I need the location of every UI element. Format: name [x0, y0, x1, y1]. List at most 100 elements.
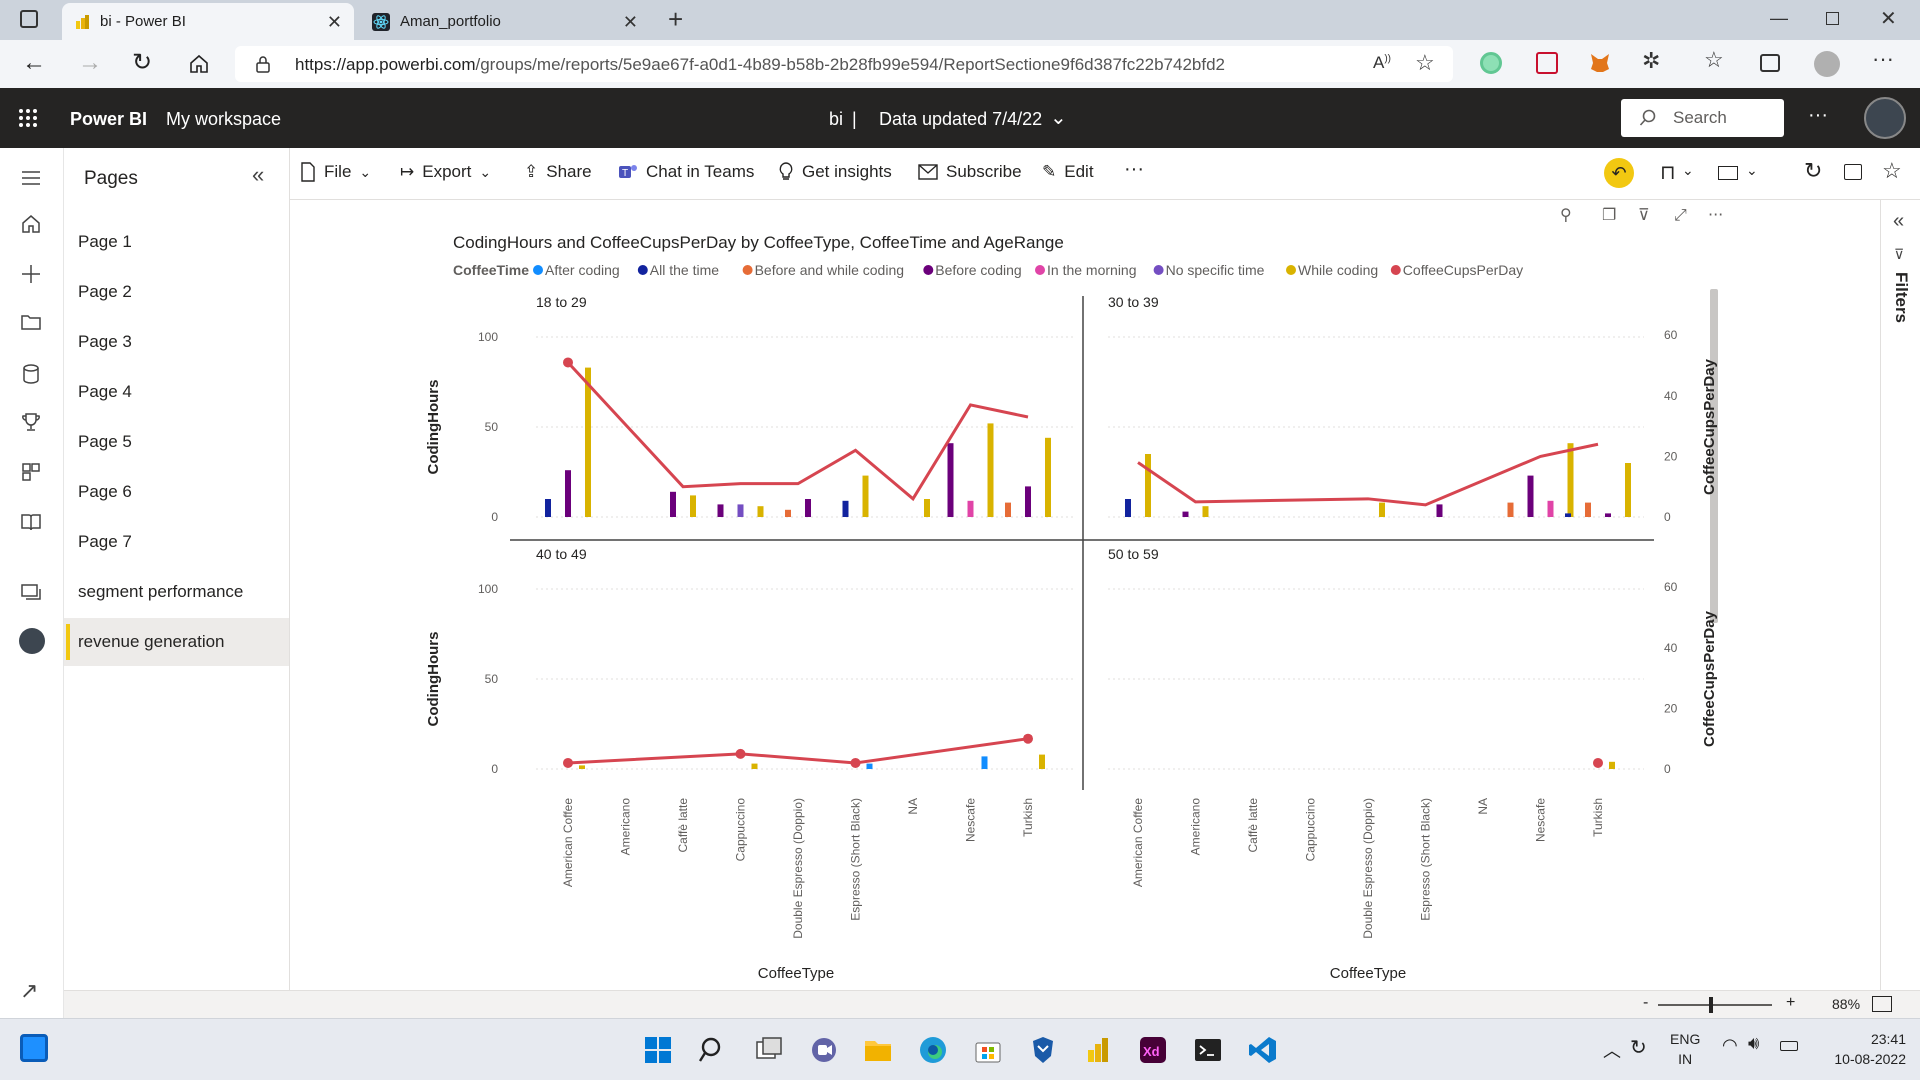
url-field[interactable]: https://app.powerbi.com/groups/me/report…	[235, 46, 1453, 82]
zoom-out-button[interactable]: -	[1643, 994, 1649, 1011]
extension-mcafee-icon[interactable]	[1536, 52, 1558, 74]
get-insights-button[interactable]: Get insights	[778, 162, 892, 182]
refresh-visuals-icon[interactable]: ↻	[1804, 158, 1823, 183]
tab-actions-icon[interactable]	[20, 10, 38, 28]
chevron-down-icon[interactable]: ⌄	[1682, 162, 1694, 178]
edit-button[interactable]: ✎ Edit	[1042, 162, 1094, 182]
close-tab-icon[interactable]: ✕	[622, 12, 638, 32]
zoom-slider[interactable]	[1658, 1004, 1772, 1006]
workspace-avatar[interactable]	[19, 628, 45, 654]
adobe-xd-icon[interactable]: Xd	[1137, 1034, 1169, 1066]
data-updated-label[interactable]: Data updated 7/4/22	[879, 109, 1043, 129]
battery-icon[interactable]	[1780, 1041, 1798, 1051]
file-explorer-icon[interactable]	[862, 1034, 894, 1066]
task-view-icon[interactable]	[753, 1034, 785, 1066]
collapse-pages-icon[interactable]: «	[252, 162, 265, 187]
refresh-icon[interactable]: ↻	[132, 49, 153, 76]
page-item-active[interactable]: revenue generation	[64, 618, 289, 666]
expand-filters-icon[interactable]: «	[1893, 210, 1905, 232]
forward-icon[interactable]: →	[78, 49, 102, 76]
apps-icon[interactable]	[19, 460, 43, 484]
app-launcher-icon[interactable]	[18, 108, 38, 128]
file-menu-button[interactable]: File ⌄	[300, 162, 371, 182]
view-icon[interactable]	[1718, 166, 1738, 180]
back-icon[interactable]: ←	[22, 49, 46, 76]
focus-mode-icon[interactable]: ⤢	[1674, 205, 1687, 224]
add-favorite-icon[interactable]: ☆	[1415, 50, 1435, 75]
export-menu-button[interactable]: ↦ Export ⌄	[400, 162, 491, 182]
page-item[interactable]: Page 7	[64, 518, 289, 566]
share-button[interactable]: ⇪ Share	[524, 162, 592, 182]
page-item[interactable]: Page 4	[64, 368, 289, 416]
volume-icon[interactable]: 🔊︎	[1748, 1033, 1760, 1053]
favorites-icon[interactable]: ☆	[1704, 47, 1724, 72]
microsoft-store-icon[interactable]	[972, 1034, 1004, 1066]
extension-grammarly-icon[interactable]	[1480, 52, 1502, 74]
page-item[interactable]: Page 5	[64, 418, 289, 466]
favorite-star-icon[interactable]: ☆	[1882, 158, 1902, 183]
create-plus-icon[interactable]	[19, 262, 43, 286]
wifi-icon[interactable]: ◠	[1722, 1035, 1738, 1055]
collections-icon[interactable]	[1760, 54, 1780, 72]
page-item[interactable]: Page 6	[64, 468, 289, 516]
data-hub-icon[interactable]	[19, 362, 43, 386]
read-aloud-icon[interactable]: A))	[1373, 53, 1392, 72]
bookmark-icon[interactable]: ⊓	[1660, 162, 1676, 184]
workspaces-icon[interactable]	[19, 580, 43, 604]
sync-status-icon[interactable]: ↻	[1630, 1037, 1647, 1059]
subscribe-button[interactable]: Subscribe	[918, 162, 1022, 182]
show-hidden-icons-icon[interactable]: ︿	[1603, 1041, 1621, 1061]
home-nav-icon[interactable]	[19, 212, 43, 236]
teams-chat-icon[interactable]	[808, 1034, 840, 1066]
page-item[interactable]: Page 1	[64, 218, 289, 266]
workspace-link[interactable]: My workspace	[166, 109, 282, 129]
home-icon[interactable]	[188, 53, 210, 75]
page-item[interactable]: Page 3	[64, 318, 289, 366]
reset-icon[interactable]: ↶	[1604, 158, 1634, 188]
actionbar-more-button[interactable]: ···	[1124, 158, 1144, 181]
hamburger-menu-icon[interactable]	[19, 166, 43, 190]
powerbi-brand[interactable]: Power BI	[70, 109, 148, 129]
powerbi-desktop-icon[interactable]	[1082, 1034, 1114, 1066]
filters-pane[interactable]: « ⊽ Filters	[1880, 200, 1920, 990]
header-more-icon[interactable]: ···	[1808, 104, 1828, 126]
profile-avatar-icon[interactable]	[1814, 51, 1840, 77]
browser-menu-icon[interactable]: ···	[1872, 46, 1894, 71]
learn-book-icon[interactable]	[19, 510, 43, 534]
goals-trophy-icon[interactable]	[19, 410, 43, 434]
user-avatar[interactable]	[1864, 97, 1906, 139]
filters-label[interactable]: Filters	[1892, 272, 1911, 324]
brave-browser-icon[interactable]	[1027, 1034, 1059, 1066]
combo-chart-visual[interactable]: CodingHours and CoffeeCupsPerDay by Coff…	[290, 200, 1880, 990]
chat-in-teams-button[interactable]: T Chat in Teams	[618, 162, 754, 182]
chevron-down-icon[interactable]: ⌄	[1746, 162, 1758, 178]
minimize-window-icon[interactable]: —	[1770, 8, 1788, 28]
search-box[interactable]: Search	[1621, 99, 1784, 137]
comment-icon[interactable]	[1844, 164, 1862, 180]
taskbar-search-icon[interactable]	[697, 1034, 729, 1066]
edge-browser-icon[interactable]	[917, 1034, 949, 1066]
fit-to-page-icon[interactable]	[1872, 996, 1892, 1012]
extension-metamask-icon[interactable]	[1588, 51, 1612, 75]
vscode-icon[interactable]	[1247, 1034, 1279, 1066]
visual-more-icon[interactable]: ···	[1708, 205, 1723, 224]
copy-visual-icon[interactable]: ❐	[1602, 205, 1616, 224]
zoom-level[interactable]: 88%	[1832, 996, 1861, 1012]
language-indicator[interactable]: ENG IN	[1670, 1029, 1700, 1069]
new-tab-icon[interactable]: +	[668, 4, 684, 34]
browse-folder-icon[interactable]	[19, 310, 43, 334]
browser-tab-portfolio[interactable]: Aman_portfolio ✕	[358, 3, 650, 40]
close-tab-icon[interactable]: ✕	[326, 12, 342, 32]
close-window-icon[interactable]: ✕	[1880, 8, 1897, 30]
chevron-down-icon[interactable]: ⌄	[1050, 107, 1067, 129]
clock[interactable]: 23:41 10-08-2022	[1816, 1029, 1906, 1069]
extensions-puzzle-icon[interactable]: ✲	[1642, 48, 1661, 73]
zoom-slider-thumb[interactable]	[1709, 997, 1713, 1013]
pin-icon[interactable]: ⚲	[1560, 205, 1572, 224]
lock-icon[interactable]	[255, 55, 271, 73]
page-item[interactable]: segment performance	[64, 568, 289, 616]
start-windows-icon[interactable]	[642, 1034, 674, 1066]
terminal-icon[interactable]	[1192, 1034, 1224, 1066]
browser-tab-powerbi[interactable]: bi - Power BI ✕	[62, 3, 354, 40]
restore-window-icon[interactable]	[1826, 12, 1839, 25]
